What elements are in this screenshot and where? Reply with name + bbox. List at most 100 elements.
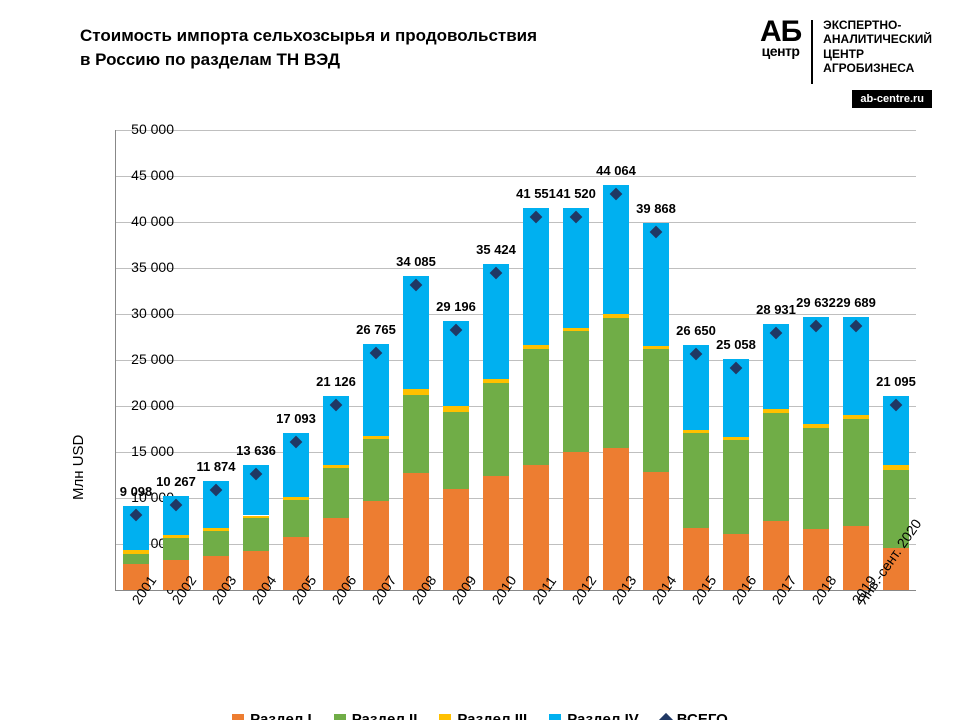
bar-group: [283, 130, 309, 590]
bar-segment: [323, 465, 349, 468]
total-label: 34 085: [396, 254, 436, 269]
total-label: 41 520: [556, 186, 596, 201]
total-label: 29 632: [796, 295, 836, 310]
bar-segment: [203, 528, 229, 531]
bar-segment: [123, 550, 149, 554]
total-label: 29 689: [836, 295, 876, 310]
logo-ab: АБ: [760, 18, 801, 45]
bar-segment: [323, 468, 349, 519]
bar-group: [243, 130, 269, 590]
bar-group: [763, 130, 789, 590]
bar-group: [723, 130, 749, 590]
bar-segment: [883, 465, 909, 471]
legend-label: Раздел IV: [567, 711, 639, 720]
bar-segment: [283, 500, 309, 537]
title-line-1: Стоимость импорта сельхозсырья и продово…: [80, 24, 537, 48]
total-label: 21 126: [316, 374, 356, 389]
plot-region: 05 00010 00015 00020 00025 00030 00035 0…: [115, 130, 916, 591]
logo-url-badge: ab-centre.ru: [852, 90, 932, 108]
bar-segment: [163, 535, 189, 538]
gridline: [116, 360, 916, 361]
legend-item: ВСЕГО: [661, 711, 728, 720]
bar-group: [163, 130, 189, 590]
total-label: 29 196: [436, 299, 476, 314]
bar-segment: [483, 383, 509, 476]
bar-segment: [163, 538, 189, 560]
total-label: 26 765: [356, 322, 396, 337]
legend-label: Раздел I: [250, 711, 312, 720]
bar-segment: [283, 497, 309, 500]
bar-segment: [603, 448, 629, 590]
total-label: 26 650: [676, 323, 716, 338]
total-label: 21 095: [876, 374, 916, 389]
total-label: 44 064: [596, 163, 636, 178]
bar-group: [203, 130, 229, 590]
chart-title: Стоимость импорта сельхозсырья и продово…: [80, 24, 537, 72]
bar-segment: [403, 395, 429, 473]
gridline: [116, 406, 916, 407]
bar-segment: [563, 331, 589, 452]
bar-segment: [403, 276, 429, 388]
bar-segment: [643, 349, 669, 472]
bar-segment: [483, 379, 509, 383]
bar-segment: [203, 531, 229, 556]
logo-block: АБ центр ЭКСПЕРТНО- АНАЛИТИЧЕСКИЙ ЦЕНТР …: [760, 18, 932, 84]
total-label: 11 874: [196, 459, 235, 474]
bar-group: [443, 130, 469, 590]
bar-group: [883, 130, 909, 590]
legend-item: Раздел I: [232, 711, 312, 720]
legend-diamond-icon: [659, 712, 673, 720]
total-label: 25 058: [716, 337, 756, 352]
bar-segment: [763, 413, 789, 521]
bar-group: [363, 130, 389, 590]
bar-group: [643, 130, 669, 590]
legend-label: Раздел II: [352, 711, 418, 720]
gridline: [116, 222, 916, 223]
bar-segment: [763, 409, 789, 414]
bar-segment: [563, 328, 589, 332]
bar-segment: [843, 415, 869, 419]
bar-group: [843, 130, 869, 590]
bar-segment: [443, 412, 469, 489]
legend-item: Раздел III: [439, 711, 527, 720]
bar-segment: [123, 554, 149, 564]
bar-group: [403, 130, 429, 590]
y-axis-label: Млн USD: [70, 435, 87, 500]
bar-segment: [523, 465, 549, 590]
gridline: [116, 130, 916, 131]
total-label: 13 636: [236, 443, 276, 458]
bar-segment: [643, 346, 669, 349]
legend-square-icon: [549, 714, 561, 720]
total-label: 41 551: [516, 186, 556, 201]
bar-segment: [723, 437, 749, 440]
bar-segment: [803, 317, 829, 424]
bar-segment: [803, 424, 829, 428]
total-label: 17 093: [276, 411, 316, 426]
bar-segment: [683, 433, 709, 529]
legend-square-icon: [232, 714, 244, 720]
legend-square-icon: [439, 714, 451, 720]
title-line-2: в Россию по разделам ТН ВЭД: [80, 48, 537, 72]
total-label: 35 424: [476, 242, 516, 257]
bar-segment: [643, 223, 669, 346]
legend: Раздел I Раздел II Раздел III Раздел IV ВСЕГ…: [0, 711, 960, 720]
legend-square-icon: [334, 714, 346, 720]
legend-item: Раздел IV: [549, 711, 639, 720]
gridline: [116, 314, 916, 315]
gridline: [116, 544, 916, 545]
bar-segment: [603, 185, 629, 314]
total-label: 10 267: [156, 474, 196, 489]
bar-segment: [843, 419, 869, 526]
gridline: [116, 268, 916, 269]
bar-segment: [603, 318, 629, 449]
logo-mark: АБ центр: [760, 18, 801, 59]
logo-separator: [811, 20, 813, 84]
bar-segment: [563, 452, 589, 590]
bar-segment: [523, 345, 549, 349]
bar-group: [803, 130, 829, 590]
bar-segment: [403, 389, 429, 395]
chart-area: Млн USD 05 00010 00015 00020 00025 00030…: [50, 130, 930, 640]
bar-segment: [523, 349, 549, 465]
bar-segment: [443, 406, 469, 412]
logo-tagline: ЭКСПЕРТНО- АНАЛИТИЧЕСКИЙ ЦЕНТР АГРОБИЗНЕ…: [823, 18, 932, 76]
